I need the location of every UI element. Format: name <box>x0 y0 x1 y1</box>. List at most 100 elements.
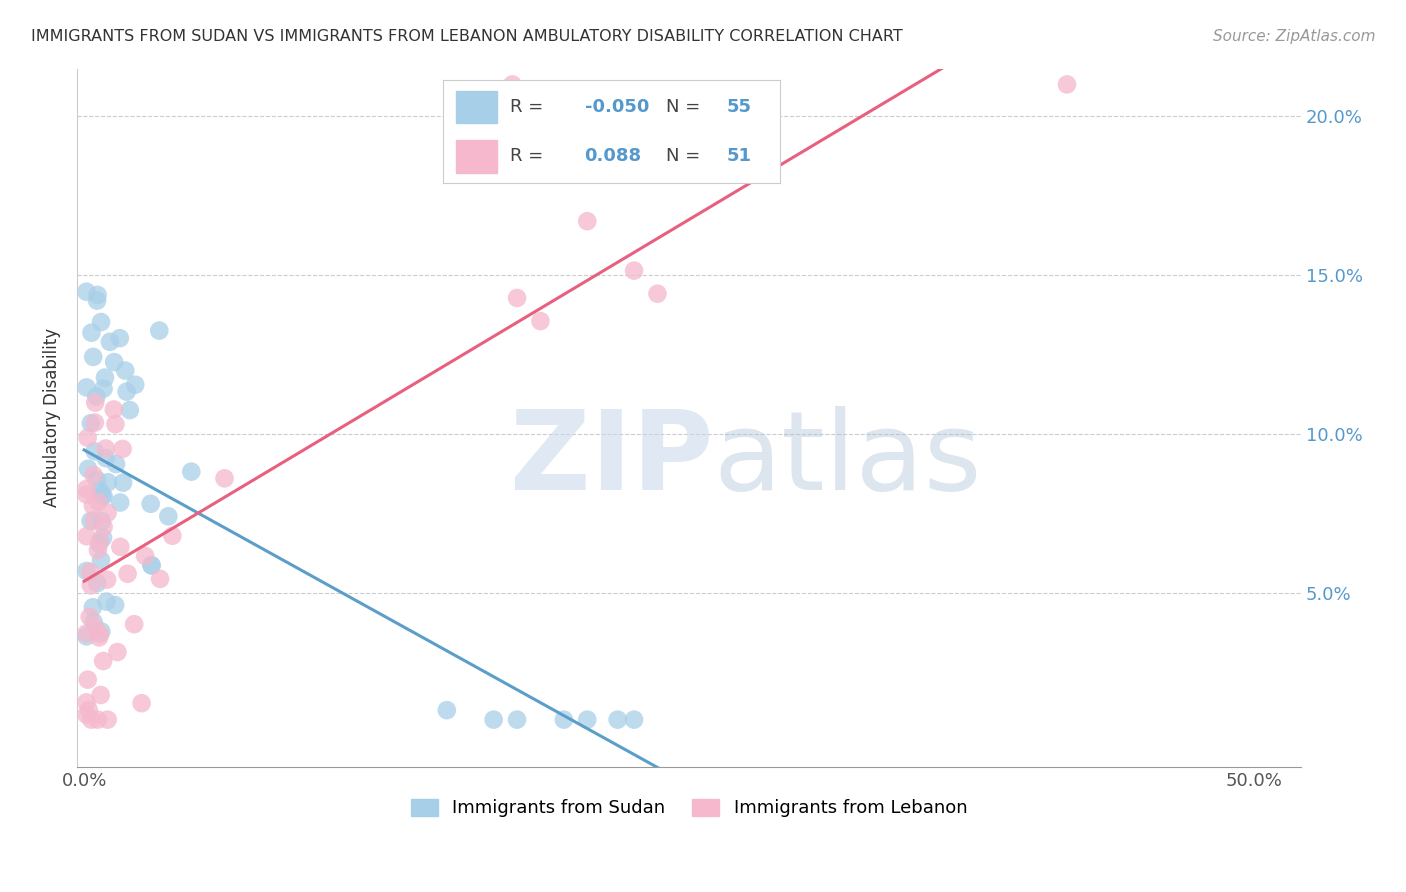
Text: ZIP: ZIP <box>510 407 713 513</box>
Text: 51: 51 <box>727 147 751 165</box>
Point <box>89 534 111 549</box>
Point <box>86 293 108 308</box>
Point <box>75 707 97 722</box>
Point <box>104 598 127 612</box>
Text: atlas: atlas <box>713 407 981 513</box>
Point <box>84 395 107 409</box>
Point <box>82 350 104 364</box>
Point <box>553 713 575 727</box>
Point <box>80 326 103 340</box>
Point <box>180 465 202 479</box>
Point <box>96 573 118 587</box>
Point <box>436 703 458 717</box>
Point <box>1056 78 1078 92</box>
Point <box>82 600 104 615</box>
Text: 55: 55 <box>727 98 751 116</box>
Point <box>94 451 117 466</box>
Text: -0.050: -0.050 <box>585 98 650 116</box>
Point <box>114 363 136 377</box>
Point <box>87 713 110 727</box>
Point <box>89 631 111 645</box>
Point <box>89 484 111 499</box>
Point <box>623 713 645 727</box>
Point <box>111 442 134 456</box>
Text: 0.088: 0.088 <box>585 147 641 165</box>
Text: N =: N = <box>665 147 706 165</box>
Point <box>84 621 107 635</box>
Point <box>75 285 97 299</box>
Point <box>107 645 129 659</box>
Point <box>94 370 117 384</box>
Text: R =: R = <box>510 98 550 116</box>
Point <box>576 214 599 228</box>
Point <box>90 514 112 528</box>
Point <box>501 78 523 92</box>
Point <box>117 566 139 581</box>
Point <box>97 713 120 727</box>
Point <box>75 487 97 501</box>
Point <box>576 713 599 727</box>
Point <box>83 444 105 458</box>
Point <box>115 384 138 399</box>
Point <box>122 617 145 632</box>
Point <box>96 594 118 608</box>
Bar <box>457 91 496 123</box>
Point <box>87 537 110 551</box>
Point <box>80 713 103 727</box>
Legend: Immigrants from Sudan, Immigrants from Lebanon: Immigrants from Sudan, Immigrants from L… <box>404 791 974 824</box>
Point <box>87 543 110 558</box>
Point <box>75 380 97 394</box>
Point <box>76 482 98 496</box>
Point <box>75 629 97 643</box>
Point <box>77 462 100 476</box>
Point <box>112 475 135 490</box>
Point <box>108 331 131 345</box>
Point <box>80 578 103 592</box>
Point <box>105 457 128 471</box>
Point <box>83 514 105 528</box>
Point <box>506 713 529 727</box>
Text: R =: R = <box>510 147 550 165</box>
Text: Source: ZipAtlas.com: Source: ZipAtlas.com <box>1212 29 1375 44</box>
Point <box>89 627 111 641</box>
Point <box>482 713 505 727</box>
Point <box>84 416 107 430</box>
Point <box>86 576 108 591</box>
Point <box>77 703 100 717</box>
Point <box>94 442 117 456</box>
Point <box>98 334 121 349</box>
Point <box>623 263 645 277</box>
Point <box>506 291 529 305</box>
Point <box>75 626 97 640</box>
Point <box>134 549 156 563</box>
Point <box>93 520 115 534</box>
Point <box>110 540 132 554</box>
Point <box>157 509 180 524</box>
Point <box>162 529 184 543</box>
Point <box>139 497 162 511</box>
Point <box>104 417 127 432</box>
Point <box>76 431 98 445</box>
Point <box>87 495 110 509</box>
Point <box>75 564 97 578</box>
Point <box>76 529 98 543</box>
Point <box>124 377 146 392</box>
Point <box>93 489 115 503</box>
Point <box>91 488 114 502</box>
Point <box>86 390 108 404</box>
Point <box>79 565 101 579</box>
Point <box>90 688 112 702</box>
Point <box>131 696 153 710</box>
Point <box>91 531 114 545</box>
Point <box>103 402 125 417</box>
Point <box>103 355 125 369</box>
Point <box>86 473 108 487</box>
Point <box>76 673 98 687</box>
Point <box>647 286 669 301</box>
Bar <box>457 140 496 173</box>
Point <box>83 615 105 629</box>
Point <box>214 471 236 485</box>
Point <box>97 506 120 520</box>
Point <box>97 475 120 490</box>
Point <box>86 288 108 302</box>
